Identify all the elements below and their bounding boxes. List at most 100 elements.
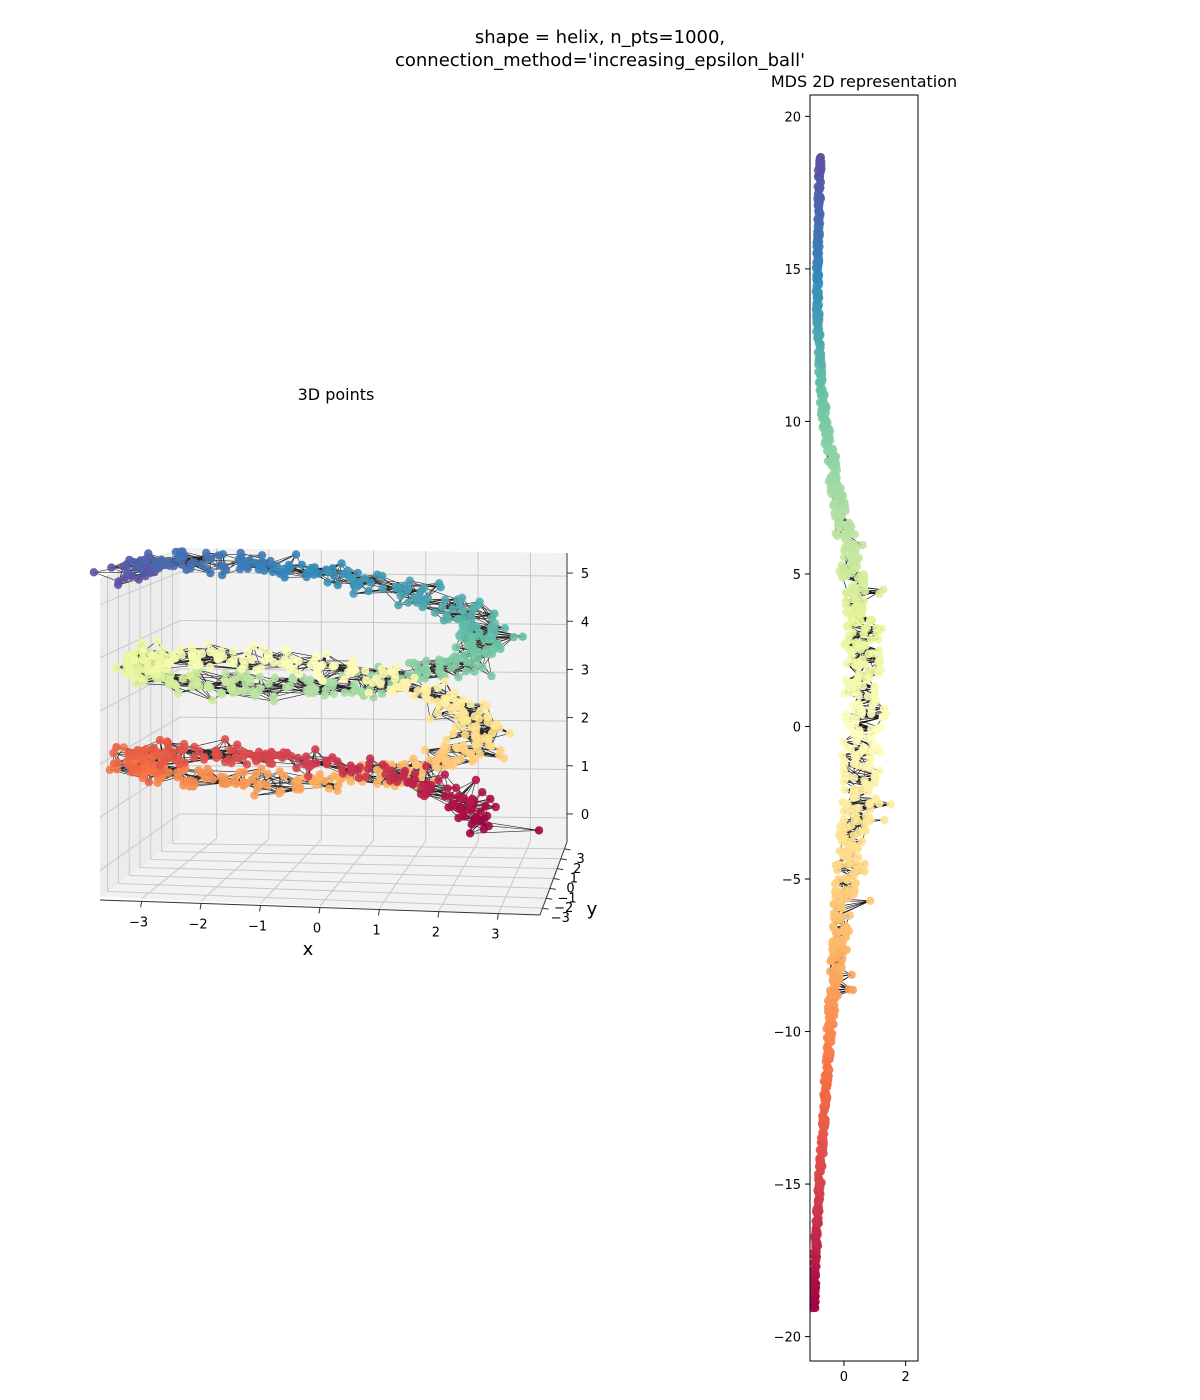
mds-y-tick-label: −20 xyxy=(774,1331,801,1346)
data-point xyxy=(355,763,364,772)
data-point xyxy=(208,775,217,784)
data-point xyxy=(206,569,215,578)
mds-x-tick-label: 2 xyxy=(902,1370,910,1385)
data-point xyxy=(178,746,187,755)
data-point xyxy=(394,601,403,610)
data-point xyxy=(440,770,449,779)
y-tick-label: 2 xyxy=(573,862,581,877)
data-point xyxy=(304,772,313,781)
data-point xyxy=(462,612,472,621)
data-point xyxy=(147,651,156,660)
data-point xyxy=(311,685,320,694)
mds-data-point xyxy=(870,692,879,701)
data-point xyxy=(460,627,469,636)
data-point xyxy=(233,740,242,749)
mds-data-point xyxy=(821,1115,830,1124)
data-point xyxy=(500,624,510,633)
gridline xyxy=(172,843,565,850)
mds-data-point xyxy=(844,563,853,572)
x-tick-label: −3 xyxy=(129,915,148,930)
mds-data-point xyxy=(815,1207,824,1216)
x-tick-label: −2 xyxy=(188,917,207,932)
data-point xyxy=(237,672,246,682)
mds-data-point xyxy=(815,229,824,238)
data-point xyxy=(416,595,425,604)
data-point xyxy=(229,659,238,668)
mds-data-point xyxy=(865,673,874,682)
data-point xyxy=(304,689,314,698)
data-point xyxy=(330,771,339,781)
data-point xyxy=(433,683,443,692)
data-point xyxy=(206,554,216,564)
data-point xyxy=(260,656,269,665)
data-point xyxy=(129,557,138,567)
gridline xyxy=(179,620,568,625)
data-point xyxy=(112,743,121,752)
data-point xyxy=(435,659,444,669)
data-point xyxy=(248,687,257,696)
data-point xyxy=(136,673,145,682)
data-point xyxy=(422,656,431,666)
y-tick-mark xyxy=(553,878,560,880)
mds-data-point xyxy=(831,529,840,538)
data-point xyxy=(451,742,461,752)
data-point xyxy=(320,776,329,786)
figure-suptitle-line2: connection_method='increasing_epsilon_ba… xyxy=(395,50,805,71)
data-point xyxy=(161,755,171,764)
data-point xyxy=(275,789,284,798)
data-point xyxy=(178,547,187,556)
mds-data-point xyxy=(813,1196,823,1206)
data-point xyxy=(175,645,184,655)
y-tick-label: 0 xyxy=(566,882,574,897)
data-point xyxy=(337,763,346,773)
data-point xyxy=(422,688,432,697)
mds-data-point xyxy=(880,815,889,825)
data-point xyxy=(493,639,502,649)
mds-data-point xyxy=(849,773,859,782)
data-point xyxy=(157,555,166,564)
data-point xyxy=(364,688,373,697)
mds-data-point xyxy=(846,808,855,818)
data-point xyxy=(144,777,153,787)
mds-data-point xyxy=(818,1147,827,1156)
data-point xyxy=(192,676,201,685)
mds-data-point xyxy=(816,386,826,395)
mds-data-point xyxy=(846,529,855,538)
data-point xyxy=(353,582,362,591)
data-point xyxy=(250,791,259,800)
mds-data-point xyxy=(886,800,895,809)
mds-data-point xyxy=(843,587,852,597)
mds-data-point xyxy=(839,737,848,746)
mds-data-point xyxy=(863,762,872,772)
mds-data-point xyxy=(823,456,833,466)
data-point xyxy=(280,655,290,664)
mds-ticks: 20 15 10 5 0 −5 −10 −15 −20 0 2 xyxy=(774,110,910,1385)
data-point xyxy=(203,764,212,774)
x-tick-label: 3 xyxy=(491,928,499,943)
data-point xyxy=(243,648,252,657)
data-point xyxy=(175,760,184,769)
mds-data-point xyxy=(854,672,864,681)
data-point xyxy=(456,754,466,763)
data-point xyxy=(450,652,460,661)
data-point xyxy=(312,758,321,768)
data-point xyxy=(202,548,211,558)
data-point xyxy=(171,654,180,663)
data-point xyxy=(471,733,480,742)
mds-data-point xyxy=(871,794,880,803)
data-point xyxy=(259,560,268,570)
data-point xyxy=(229,646,238,655)
data-point xyxy=(417,782,426,791)
data-point xyxy=(466,796,475,806)
data-point xyxy=(181,764,190,773)
mds-axes-title: MDS 2D representation xyxy=(771,72,957,91)
data-point xyxy=(220,735,230,744)
mds-data-point xyxy=(815,353,824,363)
data-point xyxy=(150,560,160,569)
z-tick-label: 4 xyxy=(581,615,589,630)
data-point xyxy=(471,775,481,785)
data-point xyxy=(171,547,181,557)
mds-data-point xyxy=(849,793,858,802)
data-point xyxy=(310,563,319,572)
